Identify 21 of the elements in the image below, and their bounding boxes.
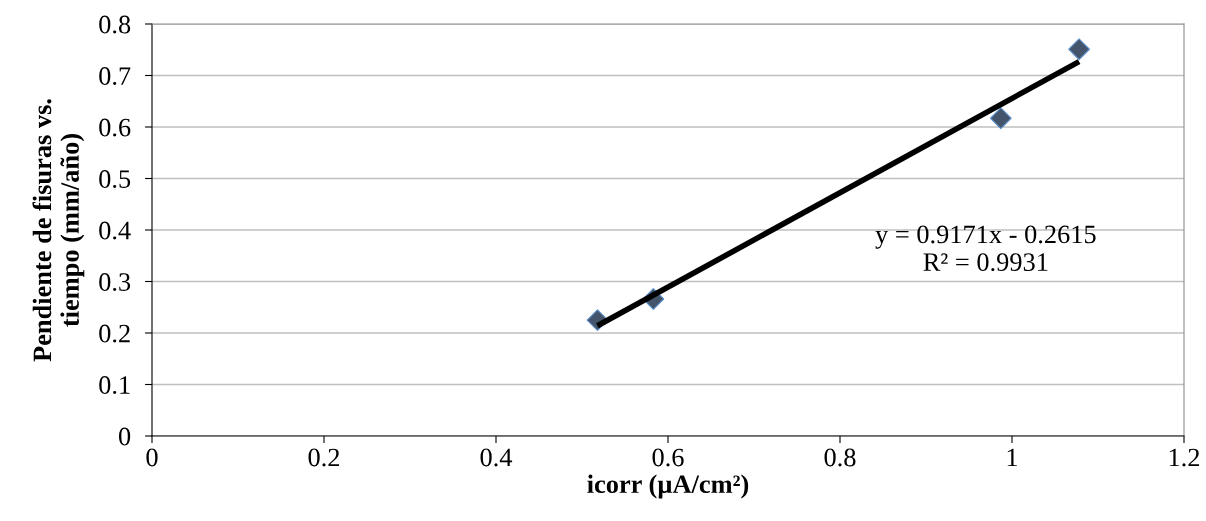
x-tick-label: 0.4 xyxy=(480,448,513,467)
y-axis-title: Pendiente de fisuras vs. tiempo (mm/año) xyxy=(32,99,85,362)
y-tick-label: 0 xyxy=(118,427,131,446)
y-tick-label: 0.7 xyxy=(99,67,131,86)
y-tick-label: 0.5 xyxy=(99,170,131,189)
point xyxy=(1068,38,1090,61)
x-tick-label: 1.2 xyxy=(1169,448,1200,467)
y-tick-label: 0.1 xyxy=(99,376,130,395)
x-tick-label: 0.2 xyxy=(308,448,340,467)
y-tick-label: 0.4 xyxy=(99,221,131,240)
x-tick-label: 1 xyxy=(1007,448,1018,467)
y-tick-label: 0.2 xyxy=(99,324,130,343)
y-tick-label: 0.6 xyxy=(99,118,131,137)
x-tick-label: 0.8 xyxy=(824,448,856,467)
y-tick-label: 0.8 xyxy=(99,15,131,34)
x-tick-label: 0.6 xyxy=(652,448,684,467)
annotation: y = 0.9171x - 0.2615 R² = 0.9931 xyxy=(875,225,1096,272)
point xyxy=(989,107,1012,130)
y-tick-label: 0.3 xyxy=(99,273,131,292)
x-tick-label: 0 xyxy=(146,448,158,467)
x-axis-title: icorr (µA/cm²) xyxy=(587,474,749,499)
